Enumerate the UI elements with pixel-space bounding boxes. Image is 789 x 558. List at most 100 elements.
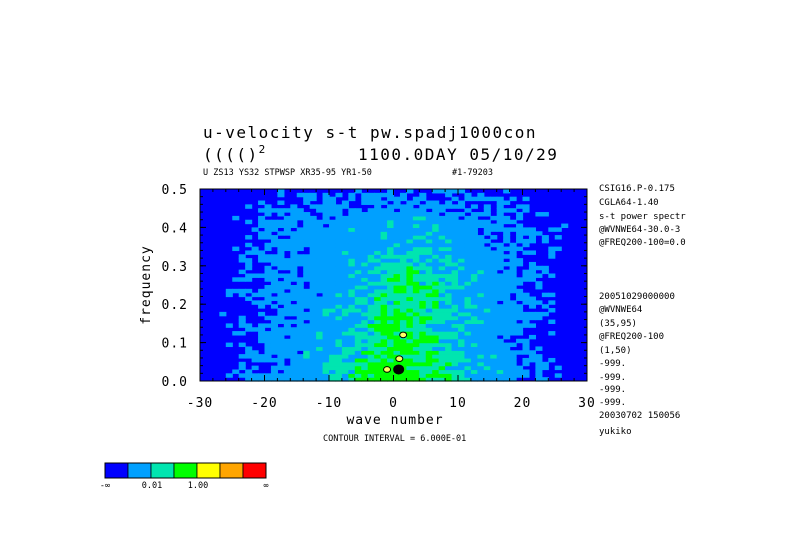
y-tick-label: 0.4 xyxy=(162,221,188,236)
heatmap-cell xyxy=(270,254,278,259)
heatmap-cell xyxy=(277,377,285,382)
heatmap-cell xyxy=(348,265,356,271)
heatmap-cell xyxy=(406,204,414,209)
heatmap-cell xyxy=(316,334,324,340)
heatmap-cell xyxy=(503,300,511,305)
heatmap-cell xyxy=(393,281,401,286)
heatmap-cell xyxy=(432,238,440,244)
heatmap-cell xyxy=(309,350,317,355)
heatmap-cell xyxy=(322,281,330,286)
heatmap-cell xyxy=(406,377,414,382)
heatmap-cell xyxy=(464,223,472,228)
heatmap-cell xyxy=(516,261,524,267)
heatmap-cell xyxy=(483,250,491,255)
colorbar-tick-label: ∞ xyxy=(263,481,268,491)
heatmap-cell xyxy=(438,354,446,359)
heatmap-cell xyxy=(335,265,343,271)
heatmap-cell xyxy=(503,285,511,290)
heatmap-cell xyxy=(296,361,304,367)
heatmap-cell xyxy=(283,238,291,244)
heatmap-cell xyxy=(341,269,349,275)
heatmap-cell xyxy=(309,273,317,278)
heatmap-cell xyxy=(238,365,246,371)
heatmap-cell xyxy=(528,311,536,317)
heatmap-cell xyxy=(380,315,388,321)
heatmap-cell xyxy=(464,242,472,248)
heatmap-cell xyxy=(477,361,485,367)
heatmap-cell xyxy=(238,354,246,359)
heatmap-cell xyxy=(361,338,369,344)
heatmap-cell xyxy=(322,327,330,332)
heatmap-cell xyxy=(354,281,362,286)
heatmap-cell xyxy=(329,212,337,217)
colorbar-tick-label: 1.00 xyxy=(188,481,208,491)
heatmap-cell xyxy=(354,308,362,313)
heatmap-cell xyxy=(477,235,485,240)
heatmap-cell xyxy=(406,292,414,298)
heatmap-cell xyxy=(548,300,556,305)
heatmap-cell xyxy=(445,235,453,240)
heatmap-cell xyxy=(509,261,517,267)
heatmap-cell xyxy=(419,277,427,282)
heatmap-cell xyxy=(477,277,485,282)
heatmap-cell xyxy=(361,200,369,205)
heatmap-cell xyxy=(509,311,517,317)
heatmap-cell xyxy=(264,373,272,378)
heatmap-cell xyxy=(528,315,536,321)
heatmap-cell xyxy=(367,231,375,236)
heatmap-cell xyxy=(264,338,272,344)
subtitle-right: #1-79203 xyxy=(452,168,493,178)
heatmap-cell xyxy=(322,357,330,363)
heatmap-cell xyxy=(470,311,478,317)
heatmap-cell xyxy=(303,200,311,205)
heatmap-cell xyxy=(335,227,343,232)
heatmap-cell xyxy=(283,342,291,348)
heatmap-cell xyxy=(322,200,330,205)
heatmap-cell xyxy=(283,369,291,374)
heatmap-cell xyxy=(232,331,240,336)
heatmap-cell xyxy=(322,273,330,278)
heatmap-cell xyxy=(283,327,291,332)
heatmap-cell xyxy=(341,254,349,259)
heatmap-cell xyxy=(412,238,420,244)
heatmap-cell xyxy=(341,273,349,278)
heatmap-cell xyxy=(303,231,311,236)
heatmap-cell xyxy=(335,261,343,267)
heatmap-cell xyxy=(432,315,440,321)
heatmap-cell xyxy=(245,204,253,209)
heatmap-cell xyxy=(419,258,427,263)
heatmap-cell xyxy=(303,323,311,328)
heatmap-cell xyxy=(316,373,324,378)
heatmap-cell xyxy=(329,261,337,267)
heatmap-cell xyxy=(412,235,420,240)
heatmap-cell xyxy=(438,261,446,267)
heatmap-cell xyxy=(290,258,298,263)
heatmap-cell xyxy=(387,315,395,321)
heatmap-cell xyxy=(412,288,420,294)
heatmap-cell xyxy=(264,377,272,382)
heatmap-cell xyxy=(445,315,453,321)
heatmap-cell xyxy=(490,365,498,371)
heatmap-cell xyxy=(303,300,311,305)
heatmap-cell xyxy=(335,231,343,236)
heatmap-cell xyxy=(509,281,517,286)
heatmap-cell xyxy=(393,219,401,225)
heatmap-cell xyxy=(483,196,491,202)
heatmap-cell xyxy=(367,292,375,298)
heatmap-cell xyxy=(406,354,414,359)
heatmap-cell xyxy=(245,250,253,255)
heatmap-cell xyxy=(303,242,311,248)
heatmap-cell xyxy=(535,361,543,367)
heatmap-cell xyxy=(483,277,491,282)
heatmap-cell xyxy=(464,285,472,290)
heatmap-cell xyxy=(496,327,504,332)
heatmap-cell xyxy=(303,235,311,240)
heatmap-cell xyxy=(432,346,440,351)
heatmap-cell xyxy=(296,300,304,305)
heatmap-cell xyxy=(419,319,427,324)
heatmap-cell xyxy=(387,235,395,240)
heatmap-cell xyxy=(309,323,317,328)
heatmap-cell xyxy=(438,369,446,374)
heatmap-cell xyxy=(503,369,511,374)
heatmap-cell xyxy=(283,281,291,286)
